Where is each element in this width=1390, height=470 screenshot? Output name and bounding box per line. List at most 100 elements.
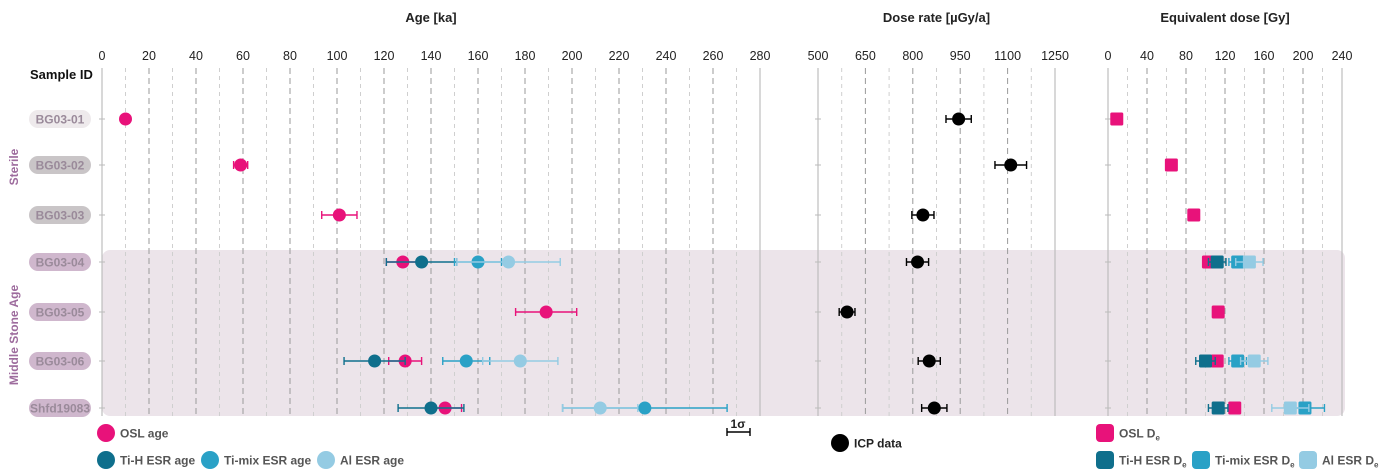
tick-label: 240 (656, 49, 677, 63)
tick-label: 200 (562, 49, 583, 63)
scale-bar-label: 1σ (731, 417, 746, 431)
tick-label: 950 (950, 49, 971, 63)
tick-label: 160 (468, 49, 489, 63)
legend-label: Ti-mix ESR De (1215, 454, 1295, 470)
legend-label: OSL De (1119, 427, 1160, 443)
tick-label: 800 (902, 49, 923, 63)
data-point (1211, 305, 1225, 319)
legend-marker (1192, 451, 1210, 469)
legend-label: Ti-H ESR age (120, 454, 195, 468)
sample-label-pill (29, 399, 91, 417)
data-point (840, 305, 854, 319)
legend-marker (317, 451, 335, 469)
data-point (1164, 158, 1178, 172)
tick-label: 500 (808, 49, 829, 63)
legend-marker (97, 424, 115, 442)
panel-title: Equivalent dose [Gy] (1160, 10, 1289, 25)
tick-label: 100 (327, 49, 348, 63)
data-point (415, 255, 429, 269)
tick-label: 0 (1105, 49, 1112, 63)
tick-label: 160 (1254, 49, 1275, 63)
tick-label: 1100 (994, 49, 1021, 63)
data-point (234, 158, 248, 172)
data-point (1004, 158, 1018, 172)
data-point (459, 354, 473, 368)
tick-label: 40 (1140, 49, 1154, 63)
sample-label-pill (29, 110, 91, 128)
panel-title: Dose rate [µGy/a] (883, 10, 990, 25)
tick-label: 650 (855, 49, 876, 63)
tick-label: 240 (1332, 49, 1353, 63)
panel-equivalent_dose: 0 40 80 120 160 200 240 Equivalent dose [Gy] (1105, 10, 1353, 416)
tick-label: 20 (142, 49, 156, 63)
data-point (119, 112, 132, 126)
sample-label: BG03-04 (36, 256, 85, 270)
tick-label: 0 (99, 49, 106, 63)
panel-age: 0 20 40 60 80 100 120 140 160 180 200 220 240 260 280 A… (99, 10, 771, 416)
data-point (1199, 354, 1212, 368)
tick-label: 280 (750, 49, 771, 63)
tick-label: 40 (189, 49, 203, 63)
tick-label: 140 (421, 49, 442, 63)
sample-label-pill (29, 303, 91, 321)
data-point (424, 401, 438, 415)
panel-title: Age [ka] (405, 10, 456, 25)
tick-label: 200 (1293, 49, 1314, 63)
data-point (922, 354, 936, 368)
legend-label: ICP data (854, 437, 902, 451)
tick-label: 80 (283, 49, 297, 63)
tick-label: 220 (609, 49, 630, 63)
legend-marker (1096, 451, 1114, 469)
data-point (1247, 354, 1261, 368)
group-label: Middle Stone Age (7, 285, 21, 386)
sample-label: Shfd19083 (30, 402, 90, 416)
data-point (1210, 255, 1224, 269)
legend-label: OSL age (120, 427, 169, 441)
legend-label: Ti-H ESR De (1119, 454, 1187, 470)
legend-label: Al ESR age (340, 454, 404, 468)
tick-label: 1250 (1041, 49, 1069, 63)
data-point (513, 354, 527, 368)
data-point (539, 305, 553, 319)
data-point (332, 208, 346, 222)
data-point (916, 208, 930, 222)
data-point (1228, 401, 1242, 415)
sample-label-pill (29, 352, 91, 370)
tick-label: 60 (236, 49, 250, 63)
tick-label: 180 (515, 49, 536, 63)
data-point (1110, 112, 1124, 126)
panel-dose_rate: 500 650 800 950 1100 1250 Dose rate [µGy/a] (808, 10, 1069, 416)
data-point (1210, 354, 1224, 368)
legend-label: Al ESR De (1322, 454, 1379, 470)
group-label: Sterile (7, 148, 21, 185)
msa-shade (102, 250, 1345, 416)
data-point (1283, 401, 1297, 415)
data-point (502, 255, 516, 269)
data-point (1211, 401, 1225, 415)
tick-label: 80 (1179, 49, 1193, 63)
sample-label-pill (29, 156, 91, 174)
data-point (368, 354, 382, 368)
sample-label: BG03-05 (36, 306, 85, 320)
legend-marker (1299, 451, 1317, 469)
tick-label: 120 (374, 49, 395, 63)
data-point (593, 401, 607, 415)
sample-label-pill (29, 253, 91, 271)
data-point (927, 401, 941, 415)
data-point (638, 401, 652, 415)
legend-marker (97, 451, 115, 469)
legend-marker (831, 434, 849, 452)
sample-label: BG03-03 (36, 209, 85, 223)
tick-label: 120 (1215, 49, 1236, 63)
data-point (911, 255, 925, 269)
legend-marker (201, 451, 219, 469)
legend-label: Ti-mix ESR age (224, 454, 311, 468)
legend-marker (1096, 424, 1114, 442)
data-point (952, 112, 966, 126)
sample-label: BG03-06 (36, 355, 85, 369)
sample-label: BG03-02 (36, 159, 85, 173)
sample-id-header: Sample ID (30, 67, 93, 82)
data-point (1242, 255, 1256, 269)
sample-label-pill (29, 206, 91, 224)
